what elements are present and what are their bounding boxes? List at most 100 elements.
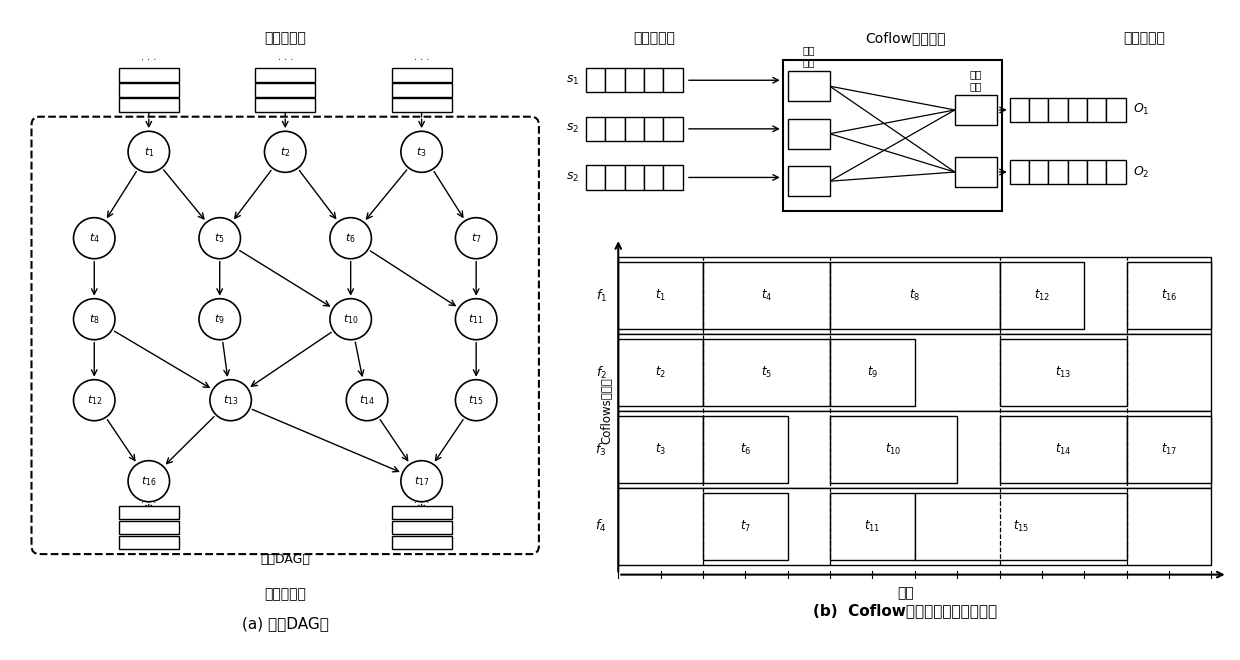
- FancyBboxPatch shape: [1087, 98, 1106, 122]
- Text: $t_{15}$: $t_{15}$: [1013, 519, 1029, 534]
- Text: $t_2$: $t_2$: [655, 365, 666, 380]
- Text: $t_5$: $t_5$: [761, 365, 773, 380]
- FancyBboxPatch shape: [392, 98, 451, 112]
- FancyBboxPatch shape: [1068, 160, 1087, 184]
- FancyBboxPatch shape: [31, 117, 539, 554]
- FancyBboxPatch shape: [787, 166, 830, 196]
- FancyBboxPatch shape: [255, 83, 315, 97]
- Circle shape: [128, 131, 170, 172]
- Text: $t_{14}$: $t_{14}$: [360, 393, 374, 407]
- Text: $t_6$: $t_6$: [740, 442, 751, 457]
- FancyBboxPatch shape: [1127, 416, 1211, 482]
- Text: $t_{17}$: $t_{17}$: [414, 475, 429, 488]
- FancyBboxPatch shape: [255, 98, 315, 112]
- Circle shape: [73, 218, 115, 259]
- Text: 输出数据流: 输出数据流: [1123, 32, 1164, 46]
- Text: $t_9$: $t_9$: [215, 312, 226, 326]
- FancyBboxPatch shape: [1106, 160, 1126, 184]
- FancyBboxPatch shape: [999, 263, 1084, 329]
- Circle shape: [73, 379, 115, 420]
- FancyBboxPatch shape: [663, 165, 683, 189]
- Text: (a) 任务DAG图: (a) 任务DAG图: [242, 616, 329, 631]
- Text: $f_3$: $f_3$: [595, 442, 606, 457]
- FancyBboxPatch shape: [605, 165, 625, 189]
- Text: $f_2$: $f_2$: [595, 364, 606, 381]
- FancyBboxPatch shape: [605, 117, 625, 141]
- Circle shape: [264, 131, 306, 172]
- FancyBboxPatch shape: [663, 68, 683, 92]
- Text: $t_{10}$: $t_{10}$: [885, 442, 901, 457]
- Circle shape: [73, 299, 115, 340]
- Text: $t_{11}$: $t_{11}$: [864, 519, 880, 534]
- FancyBboxPatch shape: [1029, 98, 1048, 122]
- Circle shape: [198, 218, 241, 259]
- FancyBboxPatch shape: [119, 83, 179, 97]
- FancyBboxPatch shape: [119, 521, 179, 534]
- Text: $t_{12}$: $t_{12}$: [87, 393, 102, 407]
- FancyBboxPatch shape: [955, 95, 997, 125]
- Text: $O_2$: $O_2$: [1133, 164, 1149, 180]
- Circle shape: [198, 299, 241, 340]
- FancyBboxPatch shape: [392, 536, 451, 549]
- Circle shape: [455, 379, 497, 420]
- FancyBboxPatch shape: [625, 117, 644, 141]
- FancyBboxPatch shape: [255, 68, 315, 82]
- FancyBboxPatch shape: [619, 488, 1211, 565]
- Text: $t_3$: $t_3$: [655, 442, 666, 457]
- Text: 时间: 时间: [897, 586, 914, 600]
- FancyBboxPatch shape: [830, 493, 915, 560]
- FancyBboxPatch shape: [619, 257, 1211, 334]
- Circle shape: [401, 461, 443, 502]
- FancyBboxPatch shape: [1127, 263, 1211, 329]
- Text: $t_4$: $t_4$: [89, 231, 99, 245]
- FancyBboxPatch shape: [119, 506, 179, 519]
- Circle shape: [455, 299, 497, 340]
- Text: $t_{16}$: $t_{16}$: [141, 475, 156, 488]
- FancyBboxPatch shape: [587, 165, 605, 189]
- FancyBboxPatch shape: [644, 117, 663, 141]
- Text: · · ·: · · ·: [141, 498, 156, 508]
- FancyBboxPatch shape: [1087, 160, 1106, 184]
- FancyBboxPatch shape: [587, 68, 605, 92]
- Text: $t_{16}$: $t_{16}$: [1161, 288, 1178, 303]
- Text: · · ·: · · ·: [414, 498, 429, 508]
- Circle shape: [330, 299, 372, 340]
- FancyBboxPatch shape: [1009, 160, 1029, 184]
- FancyBboxPatch shape: [605, 68, 625, 92]
- FancyBboxPatch shape: [955, 157, 997, 187]
- FancyBboxPatch shape: [392, 68, 451, 82]
- Circle shape: [210, 379, 252, 420]
- FancyBboxPatch shape: [619, 416, 703, 482]
- FancyBboxPatch shape: [625, 165, 644, 189]
- Text: Coflow调度模型: Coflow调度模型: [866, 32, 945, 46]
- Text: $O_1$: $O_1$: [1133, 102, 1149, 117]
- FancyBboxPatch shape: [1068, 98, 1087, 122]
- FancyBboxPatch shape: [619, 334, 1211, 411]
- FancyBboxPatch shape: [392, 83, 451, 97]
- Text: $t_1$: $t_1$: [655, 288, 666, 303]
- Text: $t_{13}$: $t_{13}$: [1055, 365, 1071, 380]
- Text: 任务DAG图: 任务DAG图: [260, 553, 310, 566]
- FancyBboxPatch shape: [1106, 98, 1126, 122]
- FancyBboxPatch shape: [787, 71, 830, 101]
- Text: $t_1$: $t_1$: [144, 145, 154, 158]
- Text: · · ·: · · ·: [278, 55, 293, 65]
- FancyBboxPatch shape: [703, 493, 787, 560]
- FancyBboxPatch shape: [1048, 160, 1068, 184]
- Text: $t_{10}$: $t_{10}$: [342, 312, 358, 326]
- Text: $f_1$: $f_1$: [595, 288, 606, 304]
- Text: $t_9$: $t_9$: [867, 365, 878, 380]
- FancyBboxPatch shape: [999, 416, 1127, 482]
- FancyBboxPatch shape: [830, 416, 957, 482]
- Text: $f_4$: $f_4$: [595, 518, 606, 535]
- FancyBboxPatch shape: [619, 263, 703, 329]
- Text: 输入数据流: 输入数据流: [264, 32, 306, 46]
- Text: $t_5$: $t_5$: [215, 231, 224, 245]
- Text: $t_{17}$: $t_{17}$: [1161, 442, 1177, 457]
- Text: (b)  Coflow协同作业流调整度模型: (b) Coflow协同作业流调整度模型: [813, 603, 997, 618]
- FancyBboxPatch shape: [1048, 98, 1068, 122]
- Text: $t_8$: $t_8$: [89, 312, 99, 326]
- FancyBboxPatch shape: [703, 416, 787, 482]
- Circle shape: [330, 218, 372, 259]
- Text: 输出数据流: 输出数据流: [264, 587, 306, 602]
